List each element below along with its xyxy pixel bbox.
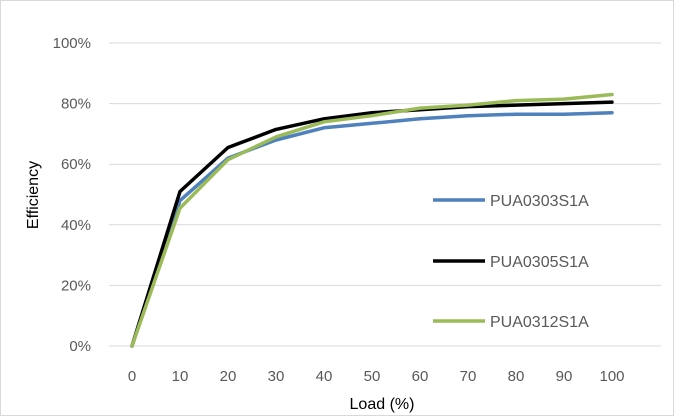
legend-label: PUA0303S1A (490, 193, 589, 210)
legend-label: PUA0312S1A (490, 314, 589, 331)
series-line-pua0305s1a (130, 100, 614, 348)
x-tick-label: 20 (220, 368, 237, 385)
legend-label: PUA0305S1A (490, 254, 589, 271)
y-tick-label: 80% (61, 96, 91, 113)
x-axis-title: Load (%) (350, 396, 415, 413)
x-tick-label: 60 (412, 368, 429, 385)
gridlines (109, 42, 661, 347)
x-tick-label: 100 (599, 368, 624, 385)
series-line-pua0312s1a (130, 92, 614, 348)
y-tick-label: 60% (61, 156, 91, 173)
y-tick-label: 0% (69, 338, 91, 355)
y-axis-title: Efficiency (25, 161, 42, 229)
x-tick-label: 90 (556, 368, 573, 385)
legend: PUA0303S1A PUA0305S1A PUA0312S1A (433, 193, 589, 331)
x-tick-label: 50 (364, 368, 381, 385)
x-tick-label: 70 (460, 368, 477, 385)
axes: 0% 20% 40% 60% 80% 100% 0 10 20 30 40 50 60 70 80 90 100 (53, 35, 625, 385)
series-line-pua0303s1a (130, 110, 614, 348)
y-tick-label: 40% (61, 217, 91, 234)
y-tick-label: 20% (61, 277, 91, 294)
x-tick-label: 0 (128, 368, 136, 385)
x-tick-label: 40 (316, 368, 333, 385)
x-tick-label: 30 (268, 368, 285, 385)
x-tick-label: 80 (508, 368, 525, 385)
y-tick-label: 100% (53, 35, 91, 52)
x-tick-label: 10 (172, 368, 189, 385)
series-lines (130, 92, 614, 348)
